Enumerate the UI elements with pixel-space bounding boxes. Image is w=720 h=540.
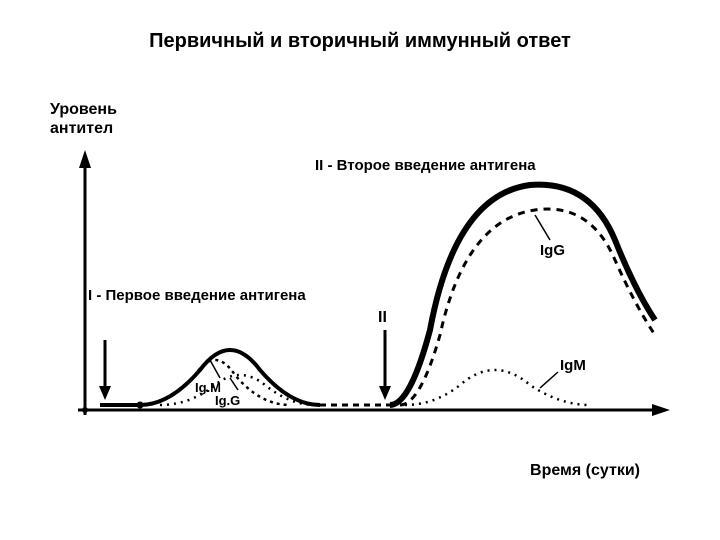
primary-igm-label: Ig.M: [195, 360, 221, 395]
svg-text:Ig.G: Ig.G: [215, 393, 240, 408]
x-axis-label: Время (сутки): [530, 462, 640, 480]
primary-annotation: I - Первое введение антигена: [88, 287, 306, 304]
primary-total-curve: [100, 350, 320, 405]
svg-text:IgG: IgG: [540, 242, 565, 259]
arrow-label-ii: II: [378, 309, 387, 326]
primary-injection-arrow: [99, 340, 111, 400]
axes: [78, 150, 670, 416]
primary-start-dot: [137, 402, 144, 409]
secondary-igg-label: IgG: [535, 215, 565, 259]
svg-text:IgM: IgM: [560, 357, 586, 374]
immune-response-chart: II I - Первое введение антигена II - Вто…: [60, 140, 680, 450]
secondary-annotation: II - Второе введение антигена: [315, 157, 536, 174]
chart-title: Первичный и вторичный иммунный ответ: [0, 30, 720, 53]
secondary-igm-label: IgM: [540, 357, 586, 388]
secondary-igm-curve: [405, 370, 590, 405]
y-axis-label: Уровень антител: [50, 100, 117, 138]
ylabel-line2: антител: [50, 120, 113, 137]
secondary-injection-arrow: II: [378, 309, 391, 400]
ylabel-line1: Уровень: [50, 101, 117, 118]
secondary-total-curve: [390, 185, 655, 405]
